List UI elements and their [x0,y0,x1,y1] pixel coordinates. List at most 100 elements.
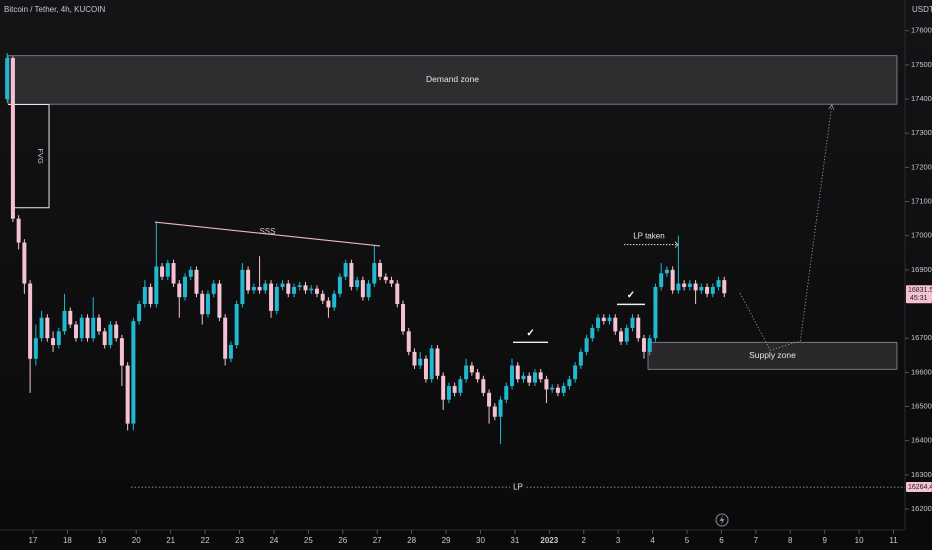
lp-price-box [906,482,932,493]
y-tick-label: 17300.0 [911,128,932,137]
candle-body [148,286,153,305]
candle-body [280,283,285,287]
candle-body [521,375,526,380]
candle-body [223,317,228,359]
candle-body [349,263,354,287]
supply-zone [647,341,898,370]
candle-body [624,327,629,342]
candle-body [366,283,371,298]
candle-body [446,386,451,400]
candle-body [108,324,113,346]
x-tick-label: 24 [269,536,278,545]
candle-body [412,351,417,366]
candle-body [469,365,474,373]
candle-body [647,338,652,352]
candle-body [676,283,681,291]
x-tick-label: 17 [29,536,38,545]
candle-body [200,293,205,315]
x-tick-label: 30 [476,536,485,545]
candle-body [682,283,687,287]
x-tick-label: 6 [719,536,724,545]
countdown-label: 45:31 [910,295,928,302]
candle-body [102,331,107,346]
candle-body [125,365,130,424]
x-tick-label: 31 [510,536,519,545]
candle-body [45,317,50,339]
candle-body [613,317,618,332]
candle-body [292,286,297,294]
candle-body [131,321,136,424]
candle-body [659,273,664,287]
y-tick-label: 16600.0 [911,367,932,376]
candle-body [504,386,509,400]
candle-body [418,358,423,366]
y-tick-label: 17600.0 [911,26,932,35]
candle-body [401,304,406,332]
x-tick-label: 10 [855,536,864,545]
x-tick-label: 11 [889,536,898,545]
candle-body [607,317,612,322]
candles [5,52,727,445]
candle-body [332,293,337,308]
y-tick-label: 17200.0 [911,162,932,171]
last-price-label: 16831.5 [908,287,932,294]
sss-label: SSS [259,227,275,236]
lp-taken-arrow [674,241,679,248]
candle-body [263,283,268,291]
icon-bolt [719,515,725,525]
fvg-bracket [8,104,50,209]
candle-body [458,379,463,393]
x-tick-label: 20 [132,536,141,545]
candle-body [510,365,515,387]
candle-body [355,280,360,287]
candle-body [68,310,73,325]
candle-body [550,387,555,390]
candle-body [641,338,646,352]
candle-body [28,283,33,359]
candle-body [481,379,486,393]
candle-body [487,392,492,407]
candle-body [343,263,348,277]
x-tick-label: 22 [201,536,210,545]
candle-body [619,331,624,342]
demand-zone-label: Demand zone [426,74,479,84]
candle-body [137,304,142,322]
candle-body [154,266,159,305]
candle-body [269,283,274,311]
candle-body [251,286,256,291]
candle-body [228,345,233,359]
candle-body [515,365,520,380]
candle-body [687,283,692,287]
x-tick-label: 19 [97,536,106,545]
replay-icon[interactable] [715,513,729,527]
candle-body [555,387,560,393]
candle-body [538,372,543,380]
candle-body [716,280,721,287]
sss-line [154,221,381,247]
candle-body [22,242,27,284]
candle-body [475,372,480,380]
candle-body [217,283,222,318]
candle-body [51,338,56,346]
y-tick-label: 16900.0 [911,265,932,274]
x-tick-label: 21 [166,536,175,545]
candle-body [79,317,84,339]
candle-body [62,310,67,332]
candle-body [309,288,314,291]
candle-body [171,263,176,284]
candle-body [177,283,182,298]
candle-body [452,386,457,393]
candle-body [194,269,199,294]
last-price-box [906,285,932,304]
icon-circle [715,513,729,527]
candle-body [372,263,377,284]
candle-body [567,379,572,387]
x-tick-label: 25 [304,536,313,545]
candle-body [584,338,589,352]
candle-body [423,358,428,380]
y-tick-label: 16200.0 [911,504,932,513]
candle-body [590,327,595,339]
candle-body [722,280,727,294]
x-tick-label: 26 [338,536,347,545]
